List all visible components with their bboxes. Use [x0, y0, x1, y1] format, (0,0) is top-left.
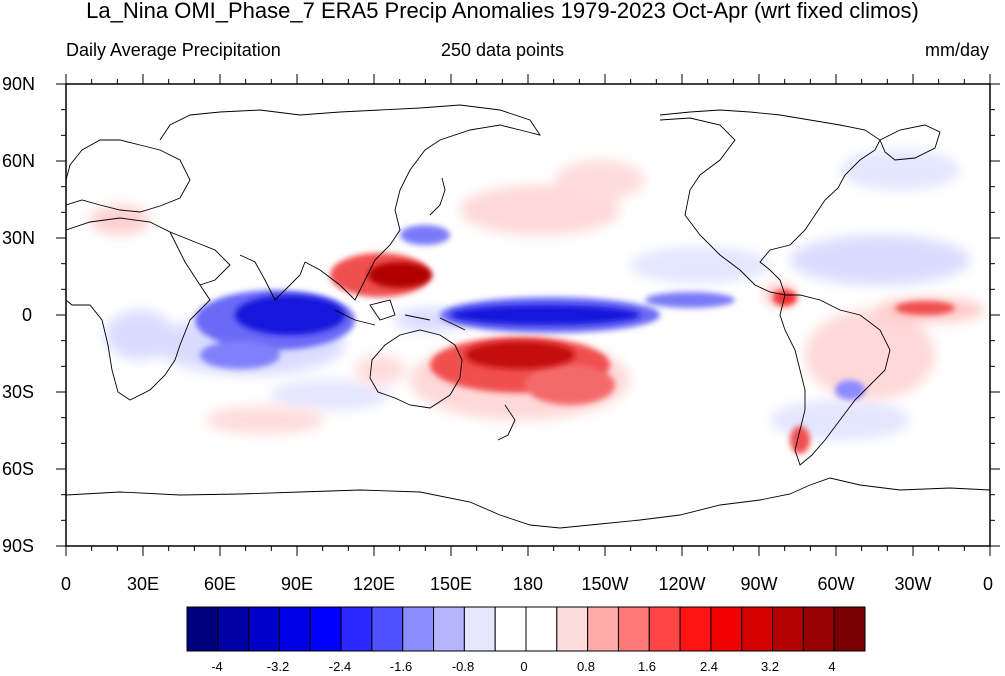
asia-coast [159, 104, 542, 301]
lon-label-180: 180 [512, 574, 544, 594]
europe-coast [66, 139, 191, 213]
colorbar-label: -2.4 [328, 659, 352, 674]
colorbar-box [463, 606, 496, 652]
lat-label-30s: 30S [2, 382, 35, 402]
colorbar [186, 606, 866, 652]
lon-label-90e: 90E [280, 574, 314, 594]
anomaly-field [90, 150, 985, 454]
colorbar-box [556, 606, 589, 652]
strong-cores [235, 262, 640, 369]
colorbar-label: -0.8 [451, 659, 475, 674]
lat-label-30n: 30N [2, 228, 36, 248]
colorbar-label: 0.8 [576, 659, 596, 674]
lon-label-60e: 60E [203, 574, 237, 594]
colorbar-label: 3.2 [760, 659, 780, 674]
arabia-coast [169, 231, 231, 286]
colorbar-box [433, 606, 465, 652]
colorbar-box [248, 606, 280, 652]
africa-coast [66, 217, 211, 401]
colorbar-box [186, 606, 219, 652]
colorbar-box [648, 606, 681, 652]
lon-label-0: 0 [60, 574, 71, 594]
india-coast [239, 254, 306, 301]
colorbar-label: 1.6 [637, 659, 657, 674]
colorbar-box [617, 606, 650, 652]
colorbar-box [494, 606, 527, 652]
lon-label-120w: 120W [658, 574, 706, 594]
colorbar-box [278, 606, 311, 652]
japan-coast [429, 177, 446, 216]
lat-label-60n: 60N [2, 151, 36, 171]
lon-label-120e: 120E [352, 574, 396, 594]
colorbar-label: -3.2 [266, 659, 290, 674]
colorbar-box [679, 606, 712, 652]
axis-ticks [56, 74, 1000, 556]
chart-title: La_Nina OMI_Phase_7 ERA5 Precip Anomalie… [86, 0, 919, 23]
lon-label-150e: 150E [429, 574, 473, 594]
lon-label-90w: 90W [740, 574, 778, 594]
new-zealand-coast [497, 404, 516, 441]
south-america-coast [779, 294, 891, 466]
lat-label-90s: 90S [2, 536, 35, 556]
colorbar-label: 2.4 [699, 659, 719, 674]
units-label: mm/day [924, 40, 989, 60]
colorbar-box [710, 606, 743, 652]
colorbar-box [309, 606, 342, 652]
colorbar-box [371, 606, 404, 652]
north-america-coast [659, 109, 881, 296]
colorbar-box [772, 606, 804, 652]
colorbar-box [741, 606, 774, 652]
colorbar-box [525, 606, 558, 652]
colorbar-label: -4 [211, 659, 223, 674]
colorbar-box [217, 606, 250, 652]
lat-label-60s: 60S [2, 459, 35, 479]
data-count-label: 250 data points [440, 40, 565, 60]
australia-coast [369, 329, 463, 409]
lat-label-eq: 0 [22, 305, 33, 325]
coastlines [66, 104, 990, 529]
lon-label-60w: 60W [817, 574, 855, 594]
colorbar-box [402, 606, 435, 652]
colorbar-label: -1.6 [389, 659, 413, 674]
lon-label-0-east: 0 [982, 574, 993, 594]
lon-label-150w: 150W [581, 574, 629, 594]
colorbar-box [802, 606, 835, 652]
colorbar-label: 4 [828, 659, 836, 674]
antarctica-coast [66, 477, 990, 529]
colorbar-label: 0 [520, 659, 528, 674]
colorbar-box [587, 606, 619, 652]
colorbar-box [340, 606, 373, 652]
greenland-coast [879, 124, 941, 161]
lon-label-30e: 30E [126, 574, 160, 594]
indonesia-coast [334, 299, 466, 331]
lon-label-30w: 30W [894, 574, 932, 594]
colorbar-box [833, 606, 866, 652]
lat-label-90n: 90N [2, 74, 36, 94]
variable-label: Daily Average Precipitation [66, 40, 281, 60]
